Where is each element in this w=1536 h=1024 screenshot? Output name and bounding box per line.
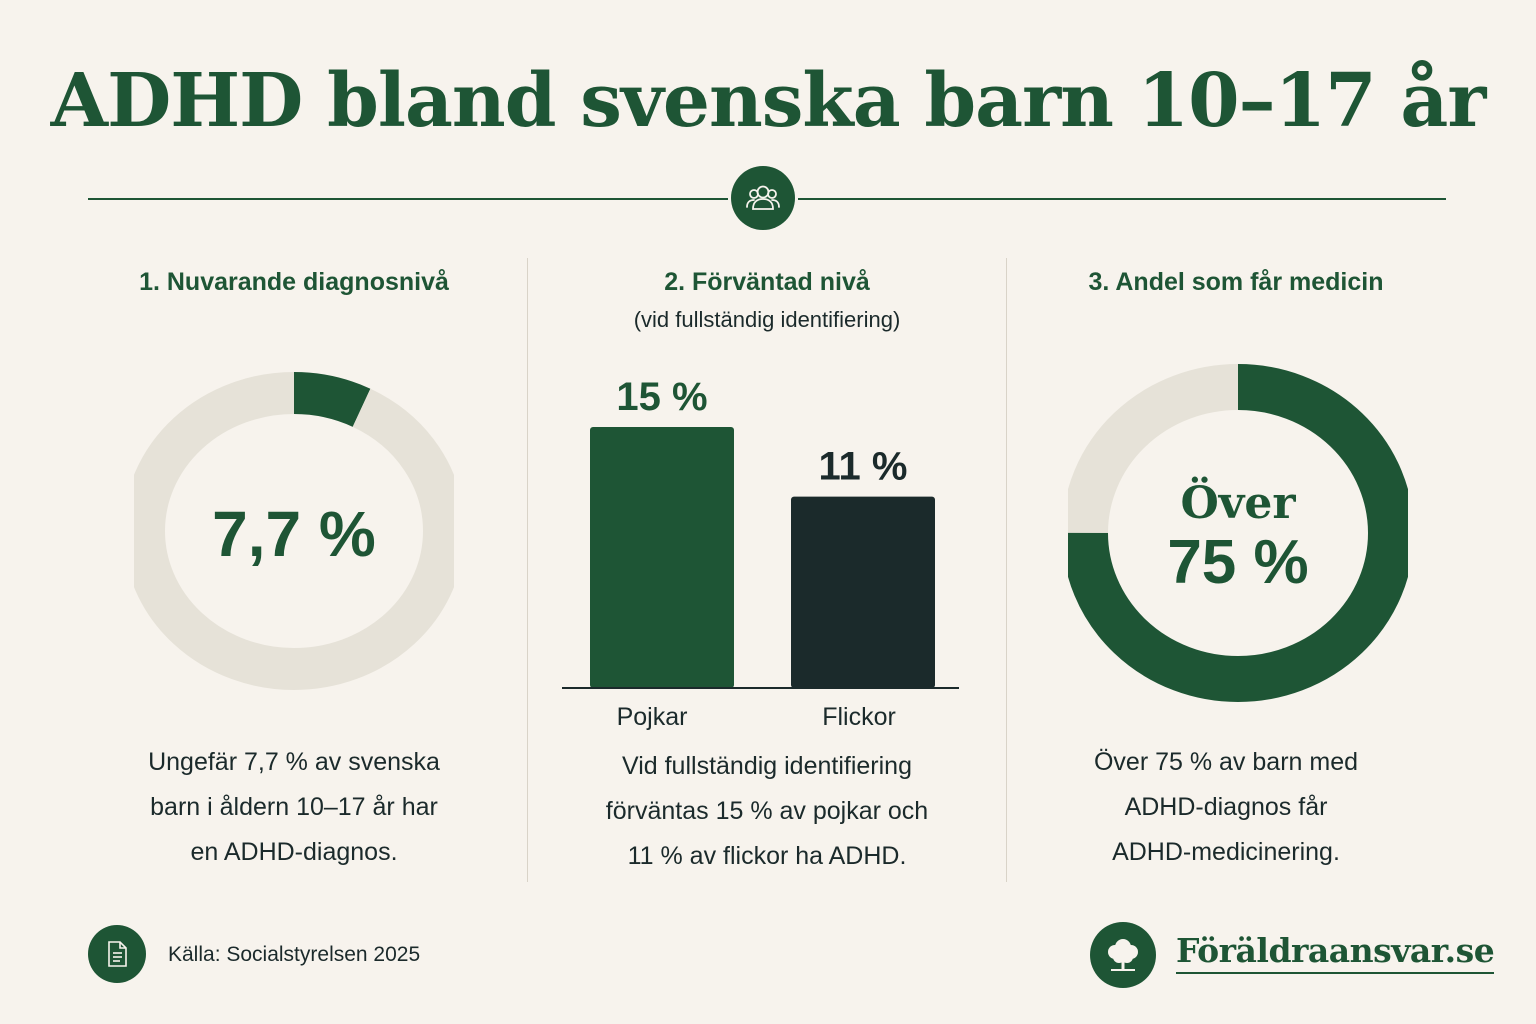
header-divider-left [88, 198, 728, 200]
bar-chart-expected: 15 % Pojkar 11 % Flickor [562, 375, 959, 731]
donut-chart-diagnosis: 7,7 % [134, 372, 454, 690]
donut-center-label-top: Över [1180, 475, 1296, 529]
donut-slice-0 [134, 372, 454, 690]
description-line: en ADHD-diagnos. [190, 838, 398, 866]
page-title: ADHD bland svenska barn 10–17 år [50, 58, 1487, 144]
description-line: Vid fullständig identifiering [621, 752, 912, 780]
bar-value-label: 15 % [616, 375, 707, 419]
category-label: Pojkar [617, 703, 688, 731]
donut-slice-1 [134, 372, 454, 690]
section-3-heading: 3. Andel som får medicin [1088, 268, 1384, 296]
source-citation: Källa: Socialstyrelsen 2025 [168, 943, 421, 966]
brand-logo-text[interactable]: Föräldraansvar.se [1176, 931, 1495, 974]
people-icon [731, 166, 795, 230]
column-divider [1006, 258, 1007, 882]
donut-slice-1 [1068, 364, 1408, 702]
description-line: barn i åldern 10–17 år har [150, 793, 438, 821]
section-2-heading: 2. Förväntad nivå [664, 268, 870, 296]
description-line: Ungefär 7,7 % av svenska [148, 748, 440, 776]
description-line: ADHD-diagnos får [1124, 793, 1328, 821]
description-line: Över 75 % av barn med [1093, 748, 1358, 776]
section-1-description: Ungefär 7,7 % av svenska barn i åldern 1… [88, 740, 500, 875]
description-line: förväntas 15 % av pojkar och [605, 797, 929, 825]
section-1-heading: 1. Nuvarande diagnosnivå [139, 268, 449, 296]
section-3-description: Över 75 % av barn med ADHD-diagnos får A… [1006, 740, 1446, 875]
bar-pojkar [590, 427, 734, 688]
description-line: 11 % av flickor ha ADHD. [627, 842, 907, 870]
section-2-description: Vid fullständig identifiering förväntas … [528, 744, 1006, 879]
category-label: Flickor [822, 703, 896, 731]
tree-icon [1090, 922, 1156, 988]
description-line: ADHD-medicinering. [1112, 838, 1340, 866]
donut-chart-medication: Över 75 % [1068, 364, 1408, 702]
bar-value-label: 11 % [819, 445, 908, 489]
donut-center-label: 7,7 % [212, 498, 376, 570]
donut-center-label: 75 % [1167, 528, 1308, 597]
header-divider-right [798, 198, 1446, 200]
document-icon [88, 925, 146, 983]
bar-flickor [791, 496, 935, 688]
column-divider [527, 258, 528, 882]
section-2-subheading: (vid fullständig identifiering) [633, 307, 901, 332]
